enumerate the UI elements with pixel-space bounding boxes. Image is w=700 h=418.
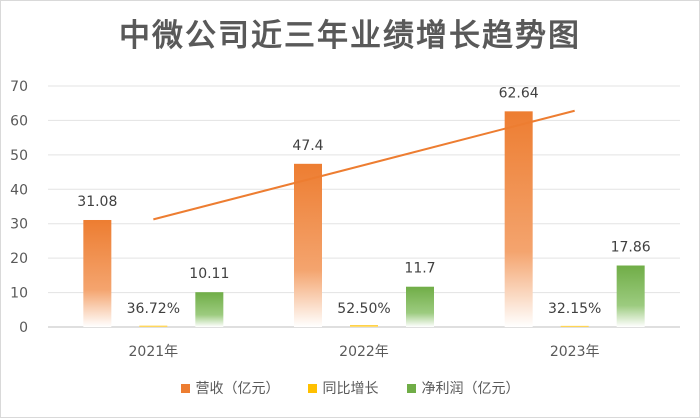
data-label-growth: 36.72%	[127, 301, 180, 317]
legend-swatch-growth	[307, 383, 317, 393]
data-label-growth: 52.50%	[337, 301, 390, 317]
legend-item-profit: 净利润（亿元）	[406, 378, 520, 398]
legend: 营收（亿元） 同比增长 净利润（亿元）	[0, 378, 700, 398]
y-tick-label: 40	[10, 182, 28, 198]
legend-item-revenue: 营收（亿元）	[180, 378, 280, 398]
trendline-revenue	[153, 109, 575, 221]
data-label-profit: 17.86	[611, 240, 651, 256]
data-label-profit: 11.7	[404, 261, 435, 277]
y-tick-label: 60	[10, 113, 28, 129]
data-label-profit: 10.11	[189, 266, 229, 282]
bar-growth	[350, 325, 378, 327]
data-label-revenue: 47.4	[292, 138, 323, 154]
y-tick-label: 20	[10, 251, 28, 267]
y-tick-label: 30	[10, 217, 28, 233]
data-label-revenue: 31.08	[77, 194, 117, 210]
x-category-label: 2022年	[339, 344, 389, 360]
bar-growth	[560, 325, 589, 327]
bar-profit	[616, 265, 645, 327]
legend-swatch-revenue	[180, 383, 190, 393]
legend-label-profit: 净利润（亿元）	[421, 381, 520, 397]
bar-growth	[139, 325, 168, 327]
bar-revenue	[504, 111, 533, 327]
data-label-revenue: 62.64	[499, 85, 539, 101]
legend-item-growth: 同比增长	[307, 378, 379, 398]
legend-swatch-profit	[406, 383, 416, 393]
y-tick-label: 0	[19, 320, 28, 336]
bar-revenue	[294, 163, 322, 327]
bar-revenue	[83, 219, 112, 327]
bar-profit	[195, 292, 224, 327]
x-category-label: 2021年	[129, 344, 179, 360]
y-tick-label: 70	[10, 79, 28, 95]
legend-label-growth: 同比增长	[322, 381, 379, 397]
x-category-label: 2023年	[550, 344, 600, 360]
legend-label-revenue: 营收（亿元）	[195, 381, 280, 397]
bar-profit	[406, 286, 434, 327]
y-tick-label: 10	[10, 286, 28, 302]
data-label-growth: 32.15%	[548, 301, 601, 317]
y-tick-label: 50	[10, 148, 28, 164]
chart-title: 中微公司近三年业绩增长趋势图	[119, 18, 581, 54]
